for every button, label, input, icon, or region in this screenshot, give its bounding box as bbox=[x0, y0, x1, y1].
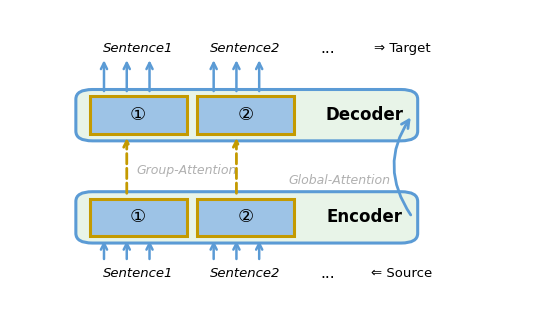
Text: ...: ... bbox=[320, 266, 335, 281]
Text: Sentence1: Sentence1 bbox=[103, 267, 173, 280]
Text: Group-Attention: Group-Attention bbox=[137, 164, 237, 177]
Text: Encoder: Encoder bbox=[327, 208, 403, 226]
Text: Global-Attention: Global-Attention bbox=[289, 174, 391, 187]
FancyBboxPatch shape bbox=[76, 192, 418, 243]
Text: ⇐ Source: ⇐ Source bbox=[371, 267, 433, 280]
Bar bbox=[90, 198, 187, 236]
Bar bbox=[90, 96, 187, 134]
Bar bbox=[197, 198, 294, 236]
Text: Sentence2: Sentence2 bbox=[210, 267, 281, 280]
Text: Sentence2: Sentence2 bbox=[210, 42, 281, 55]
Text: ...: ... bbox=[320, 41, 335, 56]
Text: ②: ② bbox=[238, 106, 254, 124]
Text: ①: ① bbox=[130, 106, 146, 124]
Text: ②: ② bbox=[238, 208, 254, 226]
Text: Decoder: Decoder bbox=[326, 106, 404, 124]
Bar bbox=[197, 96, 294, 134]
Text: ①: ① bbox=[130, 208, 146, 226]
FancyBboxPatch shape bbox=[76, 89, 418, 141]
Text: ⇒ Target: ⇒ Target bbox=[374, 42, 430, 55]
Text: Sentence1: Sentence1 bbox=[103, 42, 173, 55]
